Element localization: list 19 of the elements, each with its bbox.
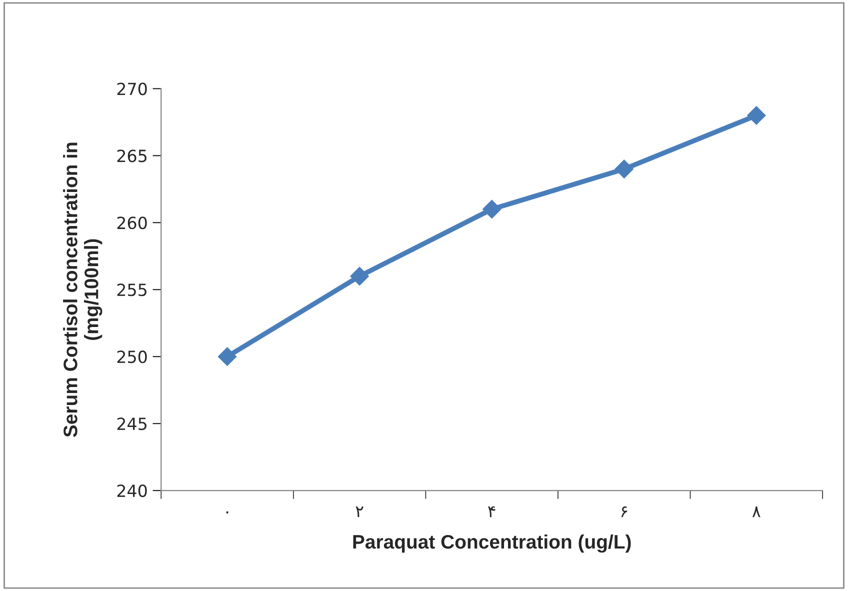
x-tick-label: ۰ <box>226 511 228 514</box>
y-tick-label: 245 <box>117 418 146 430</box>
x-tick-label: ۶ <box>621 506 628 518</box>
x-axis-title: Paraquat Concentration (ug/L) <box>353 534 631 553</box>
point <box>747 106 766 125</box>
x-tick-label: ۲ <box>356 506 364 518</box>
point <box>218 347 237 366</box>
x-tick-label: ۴ <box>488 506 496 518</box>
point <box>614 160 634 178</box>
y-axis-title: Serum Cortisol concentration in (mg/100ml) <box>63 142 102 438</box>
x-tick-label: ۸ <box>752 506 760 518</box>
y-tick-label: 260 <box>117 216 147 230</box>
point <box>482 200 502 219</box>
y-tick-label: 270 <box>117 82 147 96</box>
y-tick-label: 240 <box>117 484 147 498</box>
point <box>350 266 369 286</box>
y-tick-label: 255 <box>117 284 146 296</box>
y-tick-label: 265 <box>117 150 146 162</box>
y-tick-label: 250 <box>117 350 147 364</box>
